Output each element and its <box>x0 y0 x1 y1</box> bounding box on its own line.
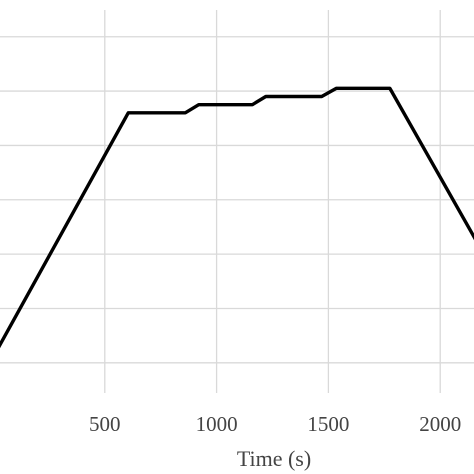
series-group <box>0 86 474 349</box>
x-tick-label: 2000 <box>419 412 461 436</box>
x-axis-title: Time (s) <box>237 446 311 471</box>
x-tick-label: 1000 <box>196 412 238 436</box>
x-tick-label: 1500 <box>307 412 349 436</box>
gridlines <box>0 10 474 393</box>
x-axis-ticks: 500 1000 1500 2000 <box>89 412 461 436</box>
series-line <box>0 86 474 349</box>
x-tick-label: 500 <box>89 412 121 436</box>
